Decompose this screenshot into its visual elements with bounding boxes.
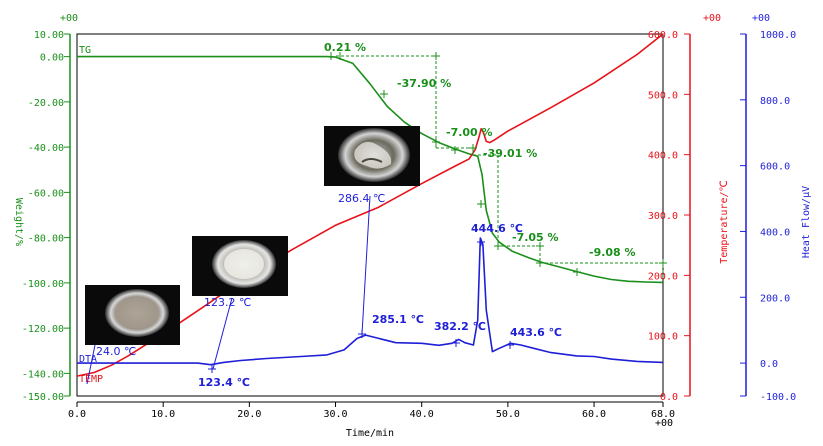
annotation-tg-0-21: 0.21 % bbox=[324, 41, 366, 54]
heatflow-tick-label: 0.0 bbox=[760, 359, 778, 370]
annotation-tg-7-05: -7.05 % bbox=[512, 231, 559, 244]
dta-series-line bbox=[77, 237, 664, 366]
heatflow-tick-label: 600.0 bbox=[760, 162, 790, 173]
temperature-axis-title: Temperature/℃ bbox=[719, 180, 730, 263]
weight-tick-label: -140.00 bbox=[22, 369, 64, 380]
weight-tick-label: -100.00 bbox=[22, 279, 64, 290]
heatflow-axis-exponent: +00 bbox=[752, 13, 770, 24]
heatflow-axis-title: Heat Flow/μV bbox=[801, 186, 812, 258]
weight-axis-title: Weight/% bbox=[13, 198, 24, 246]
tg-series-label: TG bbox=[79, 45, 91, 56]
time-axis-title: Time/min bbox=[346, 428, 394, 439]
sample-photo-286c bbox=[324, 126, 420, 186]
photo-annotations: 24.0 ℃ 123.2 ℃ 286.4 ℃ bbox=[96, 192, 385, 358]
temperature-tick-label: 300.0 bbox=[648, 211, 678, 222]
dta-series-label: DTA bbox=[79, 354, 97, 365]
time-tick-label: 20.0 bbox=[237, 409, 261, 420]
heatflow-tick-label: 400.0 bbox=[760, 227, 790, 238]
connector-286 bbox=[361, 195, 371, 335]
time-tick-label: 10.0 bbox=[151, 409, 175, 420]
time-tick-label: 50.0 bbox=[496, 409, 520, 420]
annotation-connectors bbox=[86, 195, 371, 385]
time-tick-label: 40.0 bbox=[410, 409, 434, 420]
plot-frame bbox=[76, 33, 664, 397]
weight-tick-label: -150.00 bbox=[22, 392, 64, 403]
sample-photo-123c bbox=[192, 236, 288, 296]
annotation-dta-382-2: 382.2 ℃ bbox=[434, 320, 486, 333]
heatflow-tick-label: 800.0 bbox=[760, 96, 790, 107]
temperature-tick-label: 0.0 bbox=[660, 392, 678, 403]
axis-ticks: 10.000.00-20.00-40.00-60.00-80.00-100.00… bbox=[22, 30, 796, 420]
annotations: 0.21 % -37.90 % -7.00 % -39.01 % -7.05 %… bbox=[198, 41, 636, 389]
time-tick-label: 30.0 bbox=[323, 409, 347, 420]
temperature-tick-label: 100.0 bbox=[648, 332, 678, 343]
annotation-dta-123-4: 123.4 ℃ bbox=[198, 376, 250, 389]
annotation-photo-24-0: 24.0 ℃ bbox=[96, 345, 136, 358]
connector-24 bbox=[86, 344, 96, 385]
weight-tick-label: 0.00 bbox=[40, 53, 64, 64]
heatflow-tick-label: -100.0 bbox=[760, 392, 796, 403]
time-tick-label: 68.0 bbox=[651, 409, 675, 420]
annotation-photo-123-2: 123.2 ℃ bbox=[204, 296, 251, 309]
annotation-dta-285-1: 285.1 ℃ bbox=[372, 313, 424, 326]
annotation-tg-7-00: -7.00 % bbox=[446, 126, 493, 139]
connector-123 bbox=[212, 297, 233, 370]
weight-tick-label: -20.00 bbox=[28, 98, 64, 109]
annotation-tg-37-90: -37.90 % bbox=[397, 77, 451, 90]
weight-tick-label: 10.00 bbox=[34, 30, 64, 41]
weight-tick-label: -80.00 bbox=[28, 234, 64, 245]
temperature-tick-label: 600.0 bbox=[648, 30, 678, 41]
time-tick-label: 0.0 bbox=[68, 409, 86, 420]
tg-step-markers bbox=[330, 52, 667, 276]
weight-axis-exponent: +00 bbox=[60, 13, 78, 24]
temp-series-label: TEMP bbox=[79, 374, 103, 385]
heatflow-tick-label: 200.0 bbox=[760, 293, 790, 304]
weight-tick-label: -120.00 bbox=[22, 324, 64, 335]
time-axis-exponent: +00 bbox=[655, 418, 673, 429]
weight-tick-label: -60.00 bbox=[28, 188, 64, 199]
annotation-dta-443-6: 443.6 ℃ bbox=[510, 326, 562, 339]
time-tick-label: 60.0 bbox=[582, 409, 606, 420]
annotation-tg-9-08: -9.08 % bbox=[589, 246, 636, 259]
annotation-tg-39-01: -39.01 % bbox=[483, 147, 537, 160]
heatflow-tick-label: 1000.0 bbox=[760, 30, 796, 41]
temperature-tick-label: 500.0 bbox=[648, 90, 678, 101]
temperature-tick-label: 400.0 bbox=[648, 151, 678, 162]
annotation-photo-286-4: 286.4 ℃ bbox=[338, 192, 385, 205]
sample-photo-24c bbox=[85, 285, 180, 345]
annotation-dta-444-6: 444.6 ℃ bbox=[471, 222, 523, 235]
temperature-axis-exponent: +00 bbox=[703, 13, 721, 24]
weight-tick-label: -40.00 bbox=[28, 143, 64, 154]
tg-series-line bbox=[77, 55, 664, 284]
